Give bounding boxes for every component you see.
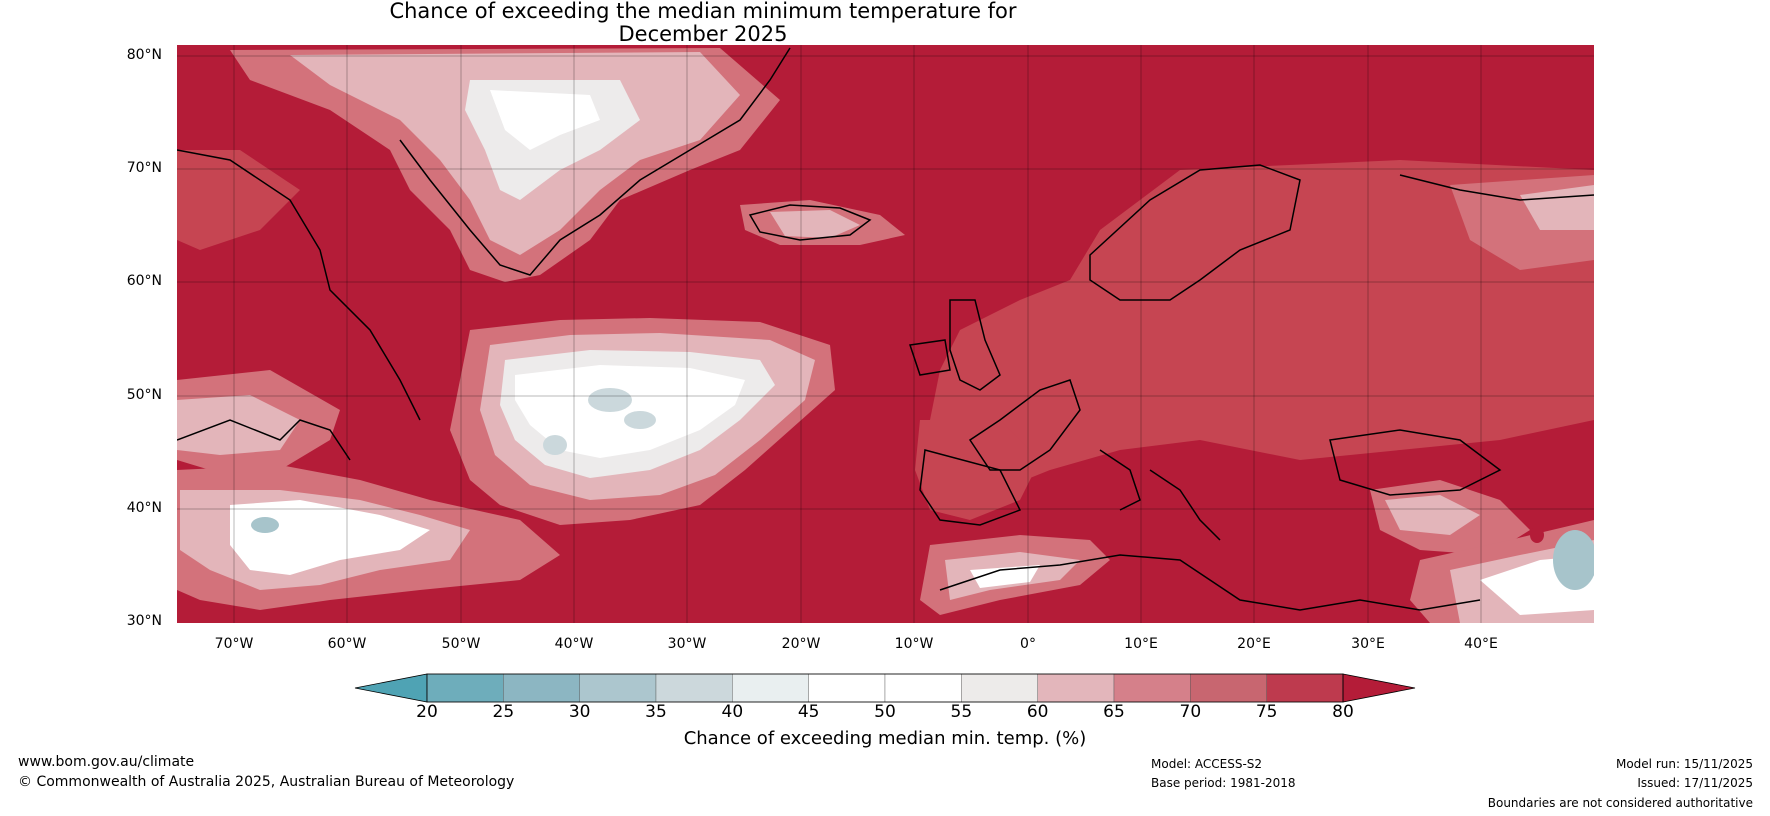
longitude-label: 20°E — [1237, 636, 1271, 652]
colorbar-tick-label: 70 — [1179, 702, 1202, 722]
colorbar-segment — [579, 673, 657, 703]
coastlines — [177, 47, 1594, 611]
colorbar-segment — [1113, 673, 1191, 703]
colorbar-tick-label: 60 — [1026, 702, 1049, 722]
colorbar-segment — [1266, 673, 1344, 703]
issued-date: Issued: 17/11/2025 — [1637, 776, 1753, 790]
colorbar-tick-label: 20 — [416, 702, 438, 722]
greenland-region — [230, 48, 780, 282]
europe-region — [915, 160, 1594, 520]
longitude-label: 30°E — [1351, 636, 1385, 652]
title-line-2: December 2025 — [618, 22, 788, 46]
colorbar-segment — [732, 673, 809, 703]
longitude-label: 0° — [1020, 636, 1036, 652]
colorbar-max-arrow — [1342, 673, 1416, 703]
north-atlantic-region — [450, 318, 835, 525]
north-africa-region — [920, 535, 1110, 615]
colorbar-tick-label: 30 — [568, 702, 591, 722]
model-name: Model: ACCESS-S2 — [1151, 757, 1263, 771]
colorbar — [354, 673, 1416, 703]
colorbar-segment — [1037, 673, 1115, 703]
colorbar-tick-label: 75 — [1255, 702, 1278, 722]
colorbar-segment — [884, 673, 962, 703]
colorbar-segment — [503, 673, 580, 703]
latitude-label: 70°N — [126, 160, 162, 176]
colorbar-label: Chance of exceeding median min. temp. (%… — [683, 728, 1087, 749]
colorbar-segment — [1190, 673, 1267, 703]
colorbar-tick-label: 35 — [645, 702, 667, 722]
graticule — [177, 45, 1594, 623]
colorbar-segment — [426, 673, 504, 703]
colorbar-segment — [655, 673, 733, 703]
iceland-region — [740, 200, 905, 245]
website-link[interactable]: www.bom.gov.au/climate — [18, 754, 195, 770]
latitude-label: 60°N — [126, 273, 162, 289]
longitude-label: 20°W — [781, 636, 821, 652]
copyright-text: © Commonwealth of Australia 2025, Austra… — [18, 774, 515, 790]
latitude-label: 50°N — [126, 387, 162, 403]
probability-field — [177, 45, 1594, 623]
colorbar-tick-label: 65 — [1103, 702, 1125, 722]
colorbar-outline — [426, 673, 1344, 703]
longitude-label: 10°E — [1124, 636, 1158, 652]
longitude-label: 70°W — [214, 636, 254, 652]
west-atlantic-region — [177, 465, 560, 610]
longitude-label: 40°W — [554, 636, 594, 652]
model-run-date: Model run: 15/11/2025 — [1615, 757, 1753, 771]
colorbar-min-arrow — [354, 673, 428, 703]
colorbar-tick-label: 25 — [492, 702, 515, 722]
boundaries-disclaimer: Boundaries are not considered authoritat… — [1487, 796, 1753, 810]
latitude-label: 80°N — [126, 47, 162, 63]
longitude-label: 50°W — [441, 636, 481, 652]
longitude-label: 60°W — [327, 636, 367, 652]
base-period: Base period: 1981-2018 — [1151, 776, 1296, 790]
longitude-label: 40°E — [1464, 636, 1498, 652]
colorbar-tick-label: 55 — [950, 702, 973, 722]
canada-region — [177, 150, 340, 470]
colorbar-tick-label: 80 — [1332, 702, 1354, 722]
latitude-label: 30°N — [126, 613, 162, 629]
latitude-label: 40°N — [126, 500, 162, 516]
colorbar-tick-label: 40 — [721, 702, 744, 722]
colorbar-tick-label: 45 — [797, 702, 820, 722]
middle-east-region — [1370, 480, 1594, 623]
colorbar-tick-label: 50 — [874, 702, 896, 722]
colorbar-segment — [808, 673, 886, 703]
map-title: Chance of exceeding the median minimum t… — [0, 0, 1406, 46]
longitude-label: 30°W — [667, 636, 707, 652]
colorbar-segment — [961, 673, 1038, 703]
title-line-1: Chance of exceeding the median minimum t… — [389, 0, 1017, 23]
longitude-label: 10°W — [894, 636, 934, 652]
